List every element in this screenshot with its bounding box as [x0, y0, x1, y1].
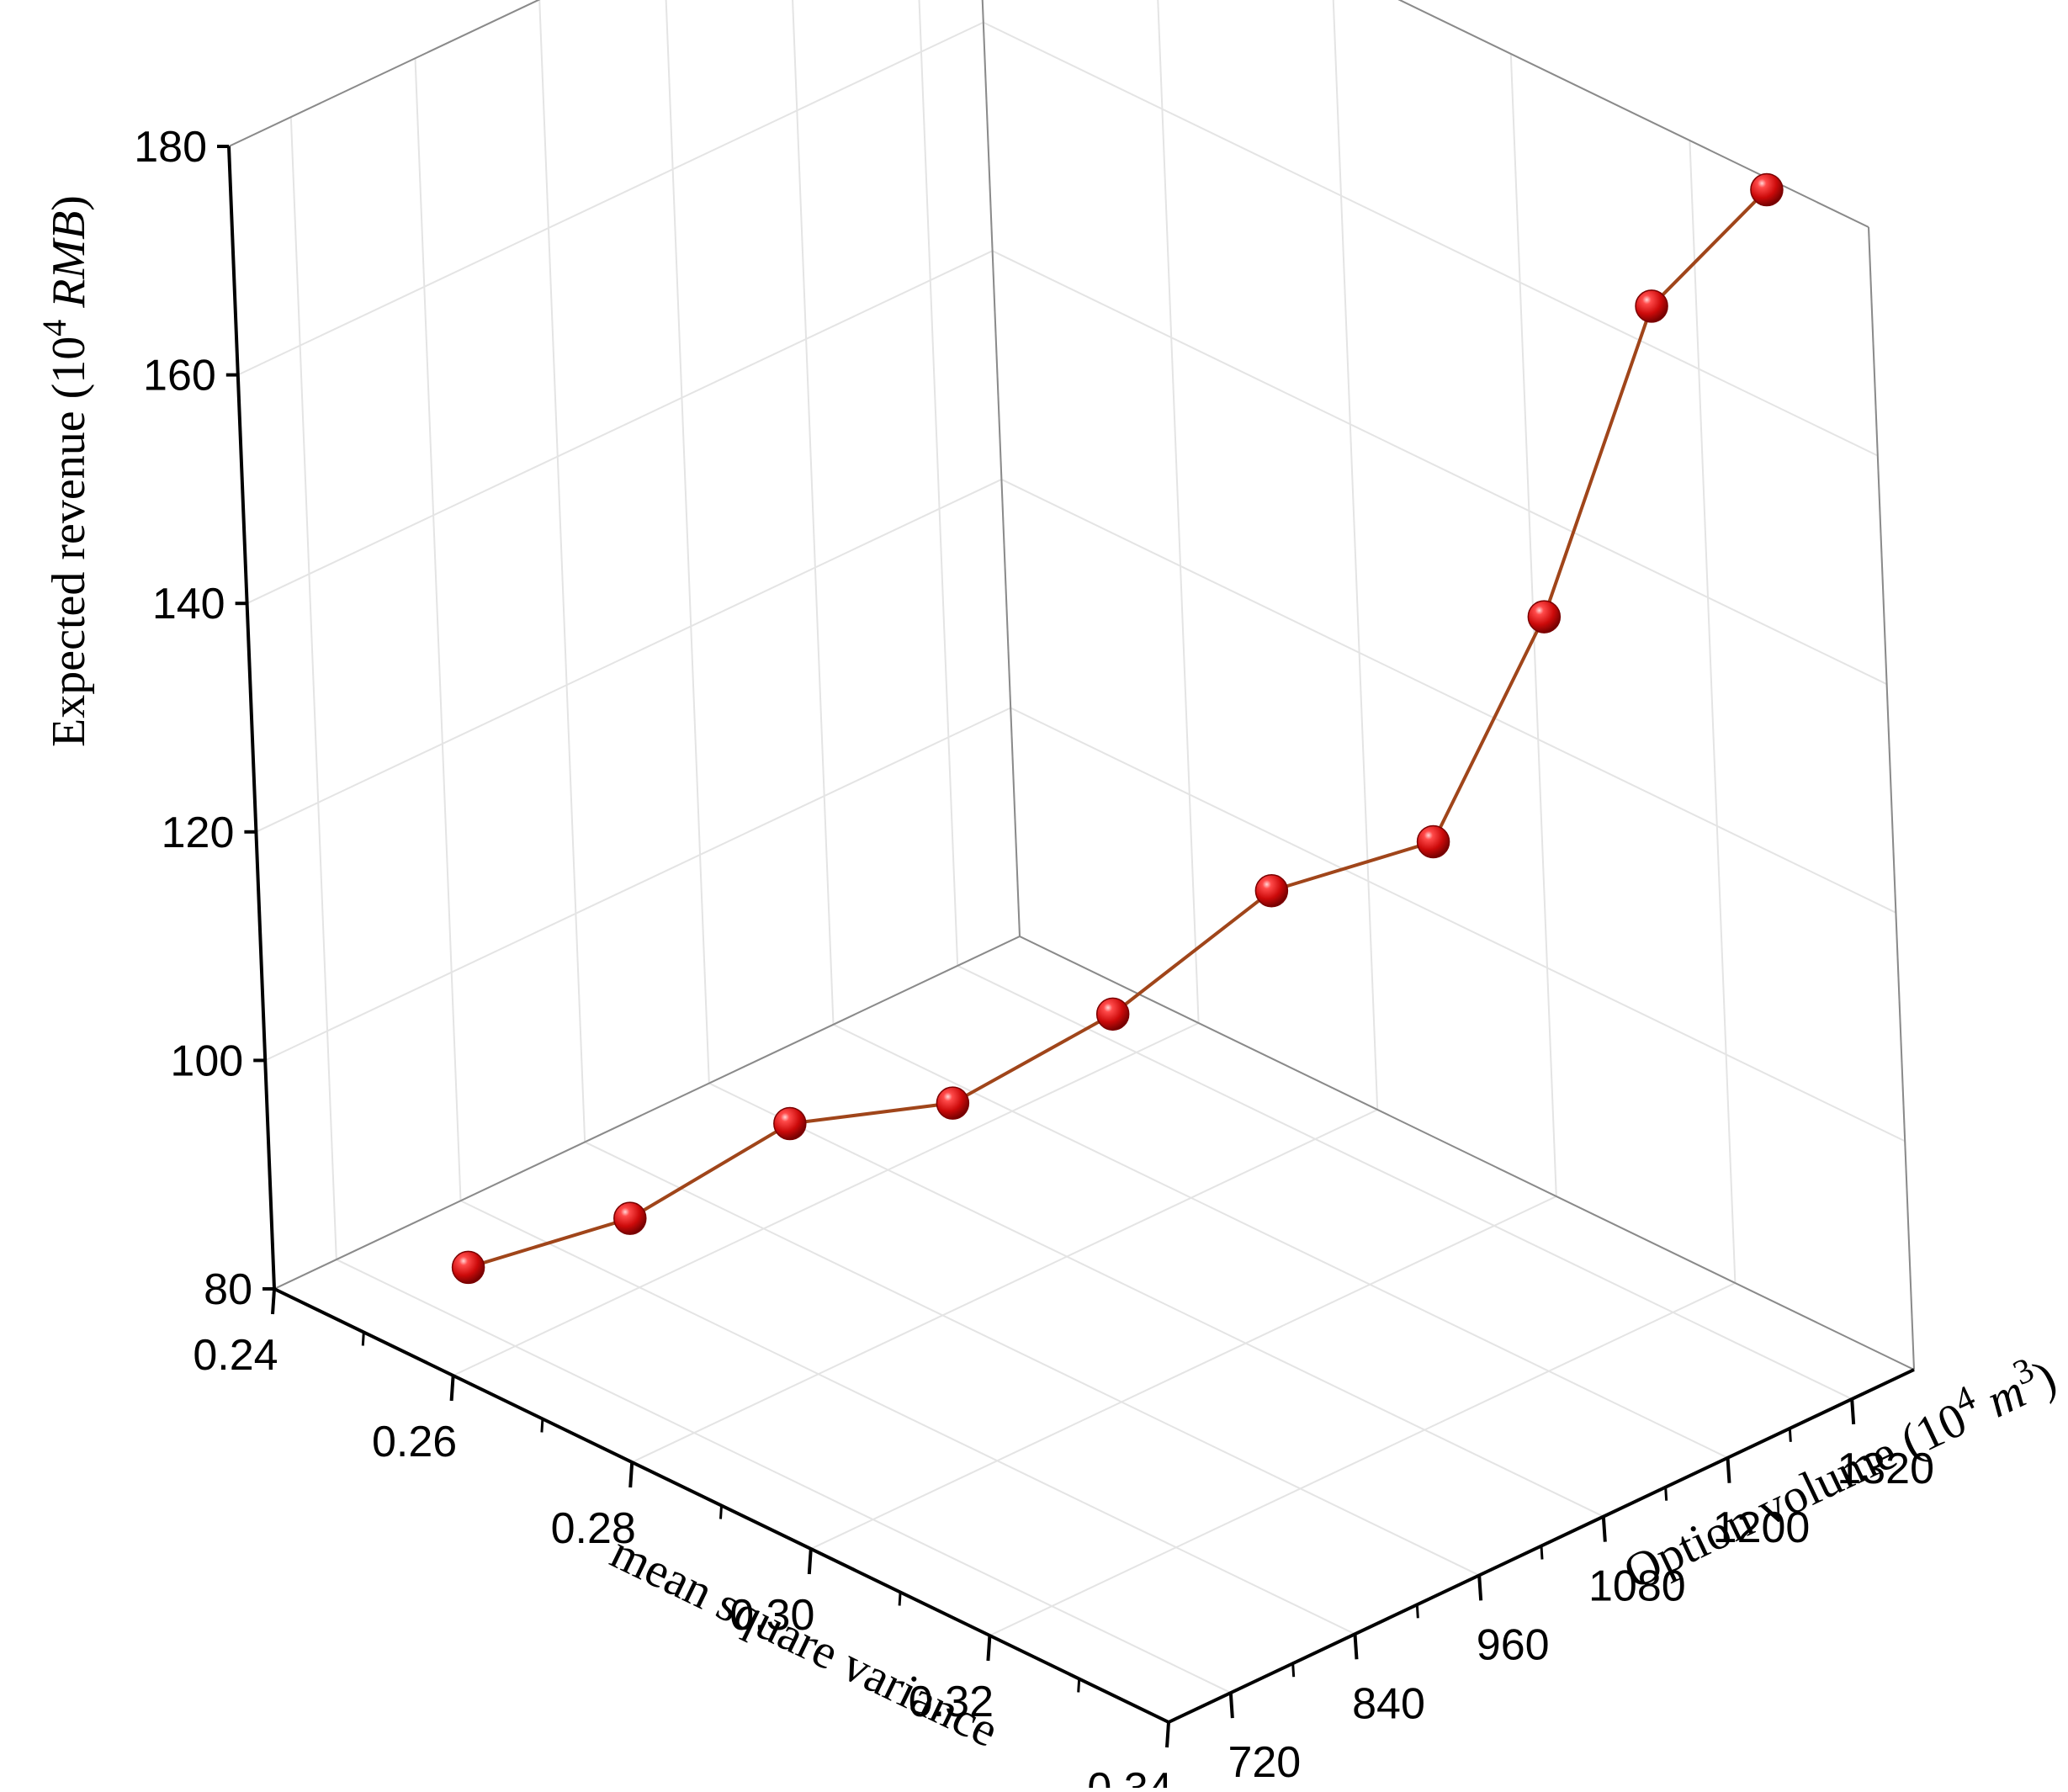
y-tick-label: 960 — [1477, 1620, 1550, 1669]
box-frame-edge — [1019, 936, 1915, 1371]
data-point — [1254, 874, 1289, 908]
z-axis-line — [227, 146, 276, 1290]
y-minor-tick — [1664, 1487, 1668, 1501]
series-layer — [451, 172, 1784, 1285]
y-tick-mark — [1726, 1457, 1731, 1483]
y-tick-mark — [1601, 1516, 1607, 1542]
grid-line-floor-x — [631, 1109, 1378, 1463]
grid-layer — [228, 0, 1915, 1723]
ticks-layer: 80 100 120 140 160 180 0.24 0.26 0.28 0.30 0.32 0.3… — [134, 123, 1934, 1792]
data-point — [613, 1201, 647, 1235]
z-tick-label: 140 — [152, 580, 225, 628]
grid-line-wall-xz — [1010, 707, 1906, 1143]
grid-line-wall-xz — [1000, 478, 1896, 914]
x-minor-tick — [540, 1418, 544, 1433]
grid-line-wall-y — [289, 117, 337, 1260]
z-axis-title: Expected revenue (104 RMB) — [35, 195, 96, 747]
x-tick-label: 0.28 — [551, 1504, 636, 1553]
data-point — [1527, 600, 1562, 634]
grid-line-wall-yz — [228, 0, 541, 147]
z-tick-label: 120 — [162, 809, 235, 857]
y-tick-mark — [1477, 1575, 1483, 1601]
grid-line-wall-y — [918, 0, 959, 966]
x-minor-tick — [898, 1592, 902, 1606]
box-frame-edge — [1397, 0, 1869, 228]
data-point — [1750, 172, 1784, 207]
z-tick-label: 80 — [204, 1265, 252, 1314]
x-tick-mark — [449, 1375, 455, 1402]
box-frame-edge — [1868, 226, 1915, 1371]
grid-line-wall-y — [414, 58, 462, 1201]
x-tick-label: 0.24 — [193, 1331, 278, 1380]
x-axis-title: mean square variance — [602, 1524, 1006, 1758]
grid-line-floor-y — [460, 1200, 1355, 1636]
grid-line-wall-x — [1157, 0, 1200, 1024]
x-tick-mark — [986, 1635, 992, 1662]
grid-line-floor-y — [336, 1259, 1232, 1694]
grid-line-wall-y — [665, 0, 710, 1084]
x-minor-tick — [719, 1505, 723, 1519]
data-point — [936, 1086, 970, 1120]
grid-line-wall-xz — [992, 250, 1888, 686]
grid-line-wall-yz — [264, 707, 1011, 1062]
z-tick-label: 180 — [134, 123, 207, 172]
y-minor-tick — [1540, 1545, 1544, 1560]
y-tick-label: 840 — [1352, 1679, 1425, 1728]
x-tick-label: 0.26 — [372, 1418, 457, 1466]
grid-line-wall-xz — [983, 21, 1879, 457]
grid-line-wall-x — [1689, 140, 1737, 1284]
y-tick-label: 1320 — [1837, 1445, 1934, 1493]
x-tick-mark — [271, 1288, 276, 1315]
y-axis-title: Option volume (104 m3) — [1613, 1344, 2064, 1599]
x-tick-mark — [1165, 1721, 1170, 1748]
y-tick-mark — [1850, 1398, 1856, 1425]
x-tick-mark — [628, 1461, 634, 1488]
box-frame-edge — [273, 936, 1021, 1290]
grid-line-wall-yz — [255, 478, 1002, 833]
y-tick-mark — [1353, 1634, 1359, 1660]
grid-line-floor-x — [989, 1282, 1736, 1636]
data-point — [1635, 289, 1668, 323]
grid-line-wall-y — [538, 0, 586, 1143]
grid-line-floor-x — [453, 1022, 1200, 1376]
grid-line-wall-x — [981, 0, 1021, 937]
x-tick-mark — [807, 1548, 813, 1575]
series-line — [468, 188, 1768, 1270]
grid-line-floor-x — [810, 1196, 1557, 1550]
y-tick-label: 720 — [1228, 1738, 1301, 1787]
grid-line-wall-y — [792, 0, 835, 1025]
box-frame-edge — [981, 0, 1021, 937]
data-point — [773, 1106, 807, 1141]
grid-line-wall-xz — [1397, 0, 1869, 228]
grid-line-wall-yz — [237, 21, 984, 376]
grid-line-floor-y — [584, 1141, 1480, 1577]
axes-layer — [227, 0, 1915, 1724]
data-point — [451, 1250, 485, 1285]
box-frame-edge — [228, 0, 541, 147]
y-tick-label: 1080 — [1588, 1562, 1686, 1611]
data-point — [1416, 824, 1450, 859]
y-minor-tick — [1291, 1663, 1296, 1678]
data-point — [1095, 997, 1130, 1031]
z-tick-label: 160 — [143, 352, 216, 400]
y-minor-tick — [1415, 1604, 1419, 1619]
x-tick-label: 0.32 — [909, 1678, 994, 1726]
z-tick-label: 100 — [170, 1036, 243, 1085]
x-tick-label: 0.34 — [1087, 1764, 1172, 1788]
grid-line-wall-yz — [247, 250, 994, 605]
grid-line-floor-y — [833, 1023, 1728, 1459]
grid-line-wall-x — [1332, 0, 1379, 1111]
y-tick-mark — [1228, 1692, 1234, 1719]
labels-layer: Expected revenue (104 RMB) mean square va… — [35, 195, 2065, 1758]
grid-line-floor-y — [708, 1082, 1604, 1518]
y-tick-label: 1200 — [1713, 1503, 1811, 1552]
grid-line-floor-y — [957, 965, 1853, 1400]
x-tick-label: 0.30 — [729, 1591, 814, 1640]
